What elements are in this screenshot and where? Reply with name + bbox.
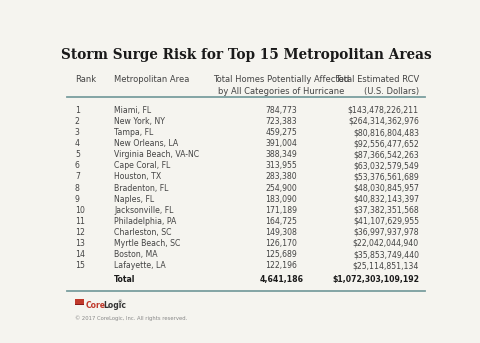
- Text: $37,382,351,568: $37,382,351,568: [353, 206, 419, 215]
- Text: 6: 6: [75, 161, 80, 170]
- Text: Total: Total: [114, 275, 135, 284]
- Text: $40,832,143,397: $40,832,143,397: [353, 194, 419, 204]
- Text: New Orleans, LA: New Orleans, LA: [114, 139, 178, 148]
- Text: 459,275: 459,275: [265, 128, 297, 137]
- Text: 1: 1: [75, 106, 80, 115]
- Text: 784,773: 784,773: [265, 106, 297, 115]
- Text: Total Estimated RCV
(U.S. Dollars): Total Estimated RCV (U.S. Dollars): [335, 75, 419, 96]
- Text: 4: 4: [75, 139, 80, 148]
- Text: 13: 13: [75, 239, 85, 248]
- Text: Myrtle Beach, SC: Myrtle Beach, SC: [114, 239, 180, 248]
- Text: 313,955: 313,955: [265, 161, 297, 170]
- Text: 164,725: 164,725: [265, 217, 297, 226]
- Text: 125,689: 125,689: [265, 250, 297, 259]
- Text: Total Homes Potentially Affected
by All Categories of Hurricane: Total Homes Potentially Affected by All …: [213, 75, 349, 96]
- Text: Rank: Rank: [75, 75, 96, 84]
- Text: Boston, MA: Boston, MA: [114, 250, 157, 259]
- Text: 126,170: 126,170: [265, 239, 297, 248]
- Text: Tampa, FL: Tampa, FL: [114, 128, 153, 137]
- Text: $143,478,226,211: $143,478,226,211: [348, 106, 419, 115]
- Text: Philadelphia, PA: Philadelphia, PA: [114, 217, 176, 226]
- Text: Miami, FL: Miami, FL: [114, 106, 151, 115]
- Text: $36,997,937,978: $36,997,937,978: [353, 228, 419, 237]
- Text: Core: Core: [85, 301, 106, 310]
- Text: 7: 7: [75, 173, 80, 181]
- Text: New York, NY: New York, NY: [114, 117, 165, 126]
- Text: 149,308: 149,308: [265, 228, 297, 237]
- Text: $87,366,542,263: $87,366,542,263: [353, 150, 419, 159]
- Text: Virginia Beach, VA-NC: Virginia Beach, VA-NC: [114, 150, 199, 159]
- Text: Charleston, SC: Charleston, SC: [114, 228, 171, 237]
- Text: 283,380: 283,380: [265, 173, 297, 181]
- Text: 8: 8: [75, 184, 80, 192]
- Text: 4,641,186: 4,641,186: [259, 275, 303, 284]
- Text: 15: 15: [75, 261, 85, 270]
- Text: Houston, TX: Houston, TX: [114, 173, 161, 181]
- Text: 388,349: 388,349: [265, 150, 297, 159]
- Text: $264,314,362,976: $264,314,362,976: [348, 117, 419, 126]
- Text: 14: 14: [75, 250, 85, 259]
- FancyBboxPatch shape: [75, 299, 84, 304]
- Text: $53,376,561,689: $53,376,561,689: [353, 173, 419, 181]
- Text: 723,383: 723,383: [265, 117, 297, 126]
- Text: 183,090: 183,090: [265, 194, 297, 204]
- Text: 3: 3: [75, 128, 80, 137]
- Text: $92,556,477,652: $92,556,477,652: [353, 139, 419, 148]
- Text: 9: 9: [75, 194, 80, 204]
- Text: $22,042,044,940: $22,042,044,940: [353, 239, 419, 248]
- Text: Bradenton, FL: Bradenton, FL: [114, 184, 168, 192]
- Text: 12: 12: [75, 228, 85, 237]
- Text: Cape Coral, FL: Cape Coral, FL: [114, 161, 170, 170]
- Text: $41,107,629,955: $41,107,629,955: [353, 217, 419, 226]
- Text: Logic: Logic: [104, 301, 126, 310]
- Text: 5: 5: [75, 150, 80, 159]
- Text: Jacksonville, FL: Jacksonville, FL: [114, 206, 173, 215]
- Text: Naples, FL: Naples, FL: [114, 194, 154, 204]
- Text: 254,900: 254,900: [265, 184, 297, 192]
- Text: Lafayette, LA: Lafayette, LA: [114, 261, 166, 270]
- Text: $48,030,845,957: $48,030,845,957: [353, 184, 419, 192]
- Text: Metropolitan Area: Metropolitan Area: [114, 75, 189, 84]
- Text: © 2017 CoreLogic, Inc. All rights reserved.: © 2017 CoreLogic, Inc. All rights reserv…: [75, 315, 187, 321]
- Text: $63,032,579,549: $63,032,579,549: [353, 161, 419, 170]
- Text: ®: ®: [118, 300, 122, 305]
- Text: 391,004: 391,004: [265, 139, 297, 148]
- Text: 10: 10: [75, 206, 85, 215]
- Text: $35,853,749,440: $35,853,749,440: [353, 250, 419, 259]
- Text: 2: 2: [75, 117, 80, 126]
- Text: $25,114,851,134: $25,114,851,134: [353, 261, 419, 270]
- Text: Storm Surge Risk for Top 15 Metropolitan Areas: Storm Surge Risk for Top 15 Metropolitan…: [60, 48, 432, 62]
- Text: $80,816,804,483: $80,816,804,483: [353, 128, 419, 137]
- Text: 171,189: 171,189: [265, 206, 297, 215]
- Text: 11: 11: [75, 217, 85, 226]
- Text: $1,072,303,109,192: $1,072,303,109,192: [332, 275, 419, 284]
- Text: 122,196: 122,196: [265, 261, 297, 270]
- FancyBboxPatch shape: [75, 304, 84, 308]
